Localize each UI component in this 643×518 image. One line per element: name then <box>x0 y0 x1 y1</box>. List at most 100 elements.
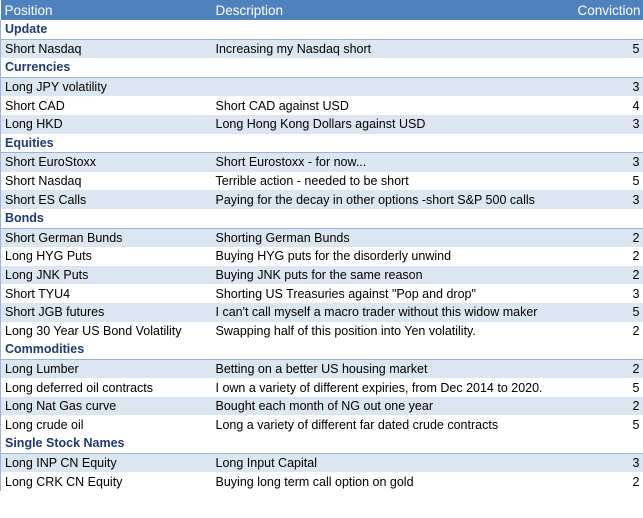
section-title: Commodities <box>0 340 212 360</box>
section-row: Single Stock Names <box>0 434 643 454</box>
position-row: Long HYG Puts Buying HYG puts for the dis… <box>0 247 643 266</box>
conviction-cell: 2 <box>632 474 640 489</box>
description-cell: Short CAD against USD <box>215 98 349 113</box>
description-cell: Long Input Capital <box>211 452 574 473</box>
conviction-cell: 2 <box>632 323 640 338</box>
description-cell: Increasing my Nasdaq short <box>211 38 574 59</box>
positions-table: Position Description Conviction Update Sh… <box>0 0 643 491</box>
conviction-cell: 3 <box>573 114 643 134</box>
section-spacer <box>211 58 574 78</box>
description-cell: Betting on a better US housing market <box>211 358 574 379</box>
position-cell: Short German Bunds <box>0 227 212 248</box>
conviction-cell: 2 <box>573 227 643 248</box>
position-cell: Long INP CN Equity <box>0 452 212 473</box>
position-row: Long crude oil Long a variety of differen… <box>0 415 643 435</box>
conviction-cell: 5 <box>632 380 640 395</box>
conviction-cell: 2 <box>573 265 643 285</box>
position-cell: Long deferred oil contracts <box>0 378 212 397</box>
position-row: Short EuroStoxx Short Eurostoxx - for now… <box>0 152 643 172</box>
description-cell: I own a variety of different expiries, f… <box>215 380 543 395</box>
section-spacer <box>211 340 574 360</box>
description-cell: Swapping half of this position into Yen … <box>215 323 476 338</box>
position-row: Long Nat Gas curve Bought each month of N… <box>0 396 643 416</box>
position-cell: Long CRK CN Equity <box>0 472 212 491</box>
section-row: Equities <box>0 133 643 154</box>
position-cell: Long Nat Gas curve <box>0 396 212 416</box>
position-row: Short CAD Short CAD against USD 4 <box>0 96 643 115</box>
section-spacer <box>211 434 574 454</box>
header-position: Position <box>0 0 212 20</box>
description-cell: Terrible action - needed to be short <box>215 174 409 189</box>
position-cell: Short CAD <box>0 96 212 115</box>
position-row: Long HKD Long Hong Kong Dollars against U… <box>0 114 643 134</box>
description-cell: Short Eurostoxx - for now... <box>211 152 574 172</box>
description-cell: Bought each month of NG out one year <box>211 396 574 416</box>
position-row: Short TYU4 Shorting US Treasuries against… <box>0 284 643 303</box>
description-cell: Long Hong Kong Dollars against USD <box>211 114 574 134</box>
section-spacer <box>211 20 574 40</box>
conviction-cell: 5 <box>632 417 640 432</box>
position-cell: Short TYU4 <box>0 284 212 303</box>
conviction-cell: 3 <box>573 76 643 97</box>
position-row: Short German Bunds Shorting German Bunds 2 <box>0 227 643 248</box>
conviction-cell: 5 <box>573 38 643 59</box>
description-cell: Buying long term call option on gold <box>215 474 414 489</box>
position-row: Long Lumber Betting on a better US housin… <box>0 358 643 379</box>
section-title: Equities <box>0 133 212 154</box>
header-row: Position Description Conviction <box>0 0 643 20</box>
description-cell: I can't call myself a macro trader witho… <box>211 302 574 322</box>
position-row: Short ES Calls Paying for the decay in ot… <box>0 190 643 209</box>
conviction-cell: 5 <box>573 302 643 322</box>
conviction-cell: 3 <box>573 190 643 209</box>
position-cell: Long HYG Puts <box>0 247 212 266</box>
position-row: Long CRK CN Equity Buying long term call … <box>0 472 643 491</box>
conviction-cell: 5 <box>632 174 640 189</box>
section-spacer <box>573 20 643 40</box>
conviction-cell: 2 <box>632 249 640 264</box>
position-cell: Short Nasdaq <box>0 171 212 191</box>
description-cell: Buying HYG puts for the disorderly unwin… <box>215 249 452 264</box>
position-row: Short Nasdaq Terrible action - needed to … <box>0 171 643 191</box>
section-title: Bonds <box>0 208 212 229</box>
description-cell: Long a variety of different far dated cr… <box>215 417 499 432</box>
header-description: Description <box>211 0 574 20</box>
section-title: Currencies <box>0 58 212 78</box>
description-cell: Shorting US Treasuries against "Pop and … <box>215 286 476 301</box>
section-title: Update <box>0 20 212 40</box>
position-cell: Short JGB futures <box>0 302 212 322</box>
position-cell: Long HKD <box>0 114 212 134</box>
position-cell: Long JPY volatility <box>0 76 212 97</box>
position-row: Long JNK Puts Buying JNK puts for the sam… <box>0 265 643 285</box>
conviction-cell: 3 <box>573 152 643 172</box>
section-row: Update <box>0 20 643 40</box>
position-cell: Long Lumber <box>0 358 212 379</box>
section-spacer <box>573 58 643 78</box>
section-spacer <box>211 208 574 229</box>
conviction-cell: 3 <box>632 286 640 301</box>
position-row: Short Nasdaq Increasing my Nasdaq short 5 <box>0 38 643 59</box>
position-cell: Short EuroStoxx <box>0 152 212 172</box>
section-spacer <box>573 434 643 454</box>
section-row: Currencies <box>0 58 643 78</box>
description-cell: Paying for the decay in other options -s… <box>211 190 574 209</box>
section-spacer <box>573 133 643 154</box>
conviction-cell: 2 <box>573 396 643 416</box>
section-row: Bonds <box>0 208 643 229</box>
section-spacer <box>573 340 643 360</box>
position-row: Long INP CN Equity Long Input Capital 3 <box>0 452 643 473</box>
position-cell: Long JNK Puts <box>0 265 212 285</box>
description-cell: Buying JNK puts for the same reason <box>211 265 574 285</box>
position-cell: Short Nasdaq <box>0 38 212 59</box>
positions-body: Update Short Nasdaq Increasing my Nasdaq s… <box>0 20 643 491</box>
position-row: Long 30 Year US Bond Volatility Swapping … <box>0 321 643 341</box>
conviction-cell: 2 <box>573 358 643 379</box>
section-spacer <box>211 133 574 154</box>
header-conviction: Conviction <box>573 0 643 20</box>
position-row: Short JGB futures I can't call myself a m… <box>0 302 643 322</box>
section-spacer <box>573 208 643 229</box>
position-cell: Short ES Calls <box>0 190 212 209</box>
section-title: Single Stock Names <box>0 434 212 454</box>
description-cell <box>211 76 574 97</box>
conviction-cell: 4 <box>632 98 640 113</box>
position-cell: Long 30 Year US Bond Volatility <box>0 321 212 341</box>
